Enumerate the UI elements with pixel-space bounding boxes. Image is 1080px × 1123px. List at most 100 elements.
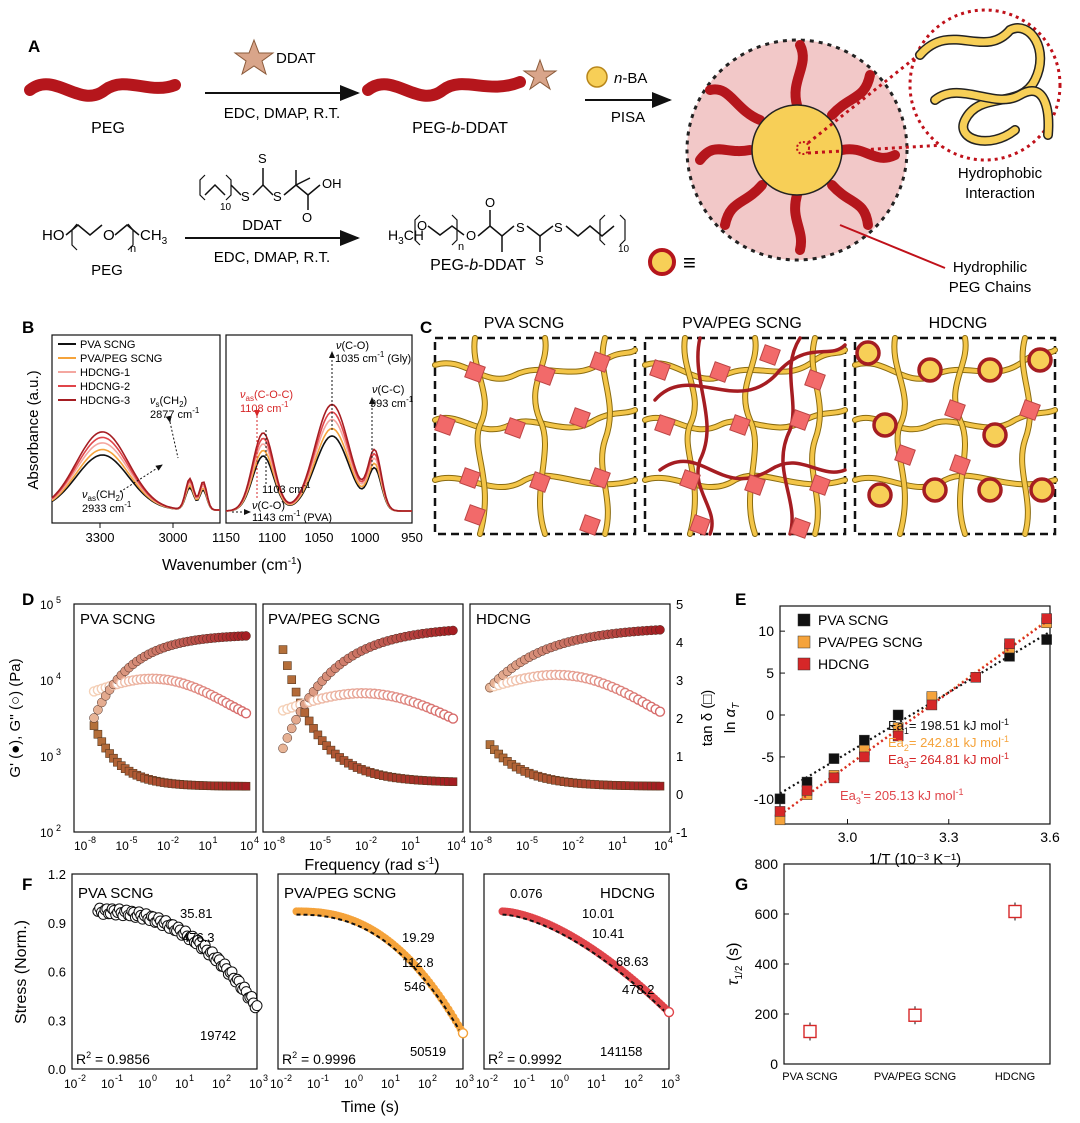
peg-b-ddat-h3c: H3CH	[388, 227, 424, 247]
rheo-xtick-1-3: 10	[401, 839, 415, 853]
pvapeg-crosslink-9	[809, 474, 831, 496]
relax-num-2-0: 19.29	[402, 930, 435, 945]
arr-ea-sub-2: 3	[904, 760, 909, 770]
n-ba-monomer-icon	[586, 66, 608, 88]
relax-xtick-exp-2-0: -2	[490, 1073, 498, 1083]
panel-f: F PVA SCNG PVA/PEG SCNG HDCNG 1.2 0.9 0.6 0…	[13, 867, 680, 1116]
rheo-tand-2-0	[485, 740, 495, 749]
ann-vs-text: (CH	[160, 395, 180, 407]
rheo-gp-0-1	[93, 705, 103, 715]
halflife-point-0	[803, 1024, 817, 1039]
pvapeg-chain-2	[643, 473, 847, 490]
rheo-tand-1-3	[291, 687, 301, 697]
relax-xtick-1-4: 10	[418, 1077, 432, 1091]
panel-label-b: B	[22, 318, 34, 337]
relax-data	[92, 902, 675, 1039]
network-title-pva-peg: PVA/PEG SCNG	[682, 315, 802, 332]
ftir-left-frame	[51, 334, 221, 524]
relax-num-1-2: 19742	[200, 1028, 236, 1043]
panel-g: G 800 600 400 200 0 PVA SCNG PVA/PEG SCNG HDCNG…	[725, 856, 1051, 1083]
rheo-xtick-exp-0-1: -5	[130, 835, 138, 845]
hdcng-micelle-8	[1029, 477, 1055, 503]
ftir-right-curves	[225, 403, 412, 512]
arr-point-0-8	[1041, 634, 1052, 645]
relax-r2-3: R2 = 0.9992	[488, 1050, 562, 1067]
pvapeg-crosslink-6	[789, 409, 811, 431]
ann-coc: νas(C-O-C)	[240, 389, 293, 403]
arr-xtick-0: 3.0	[838, 829, 858, 845]
rheo-tand-1-2	[287, 675, 297, 684]
pvapeg-red-chain-2	[696, 336, 714, 536]
pva-crosslink-6	[459, 467, 481, 489]
pva-crosslink-2	[589, 351, 611, 373]
rheo-xtick-1-2: 10	[355, 839, 369, 853]
relax-num-3-1: 10.01	[582, 906, 615, 921]
hdcng-micelle-7	[977, 477, 1003, 503]
ann-cc: ν(C-C)	[372, 384, 404, 396]
rheo-xtick-exp-2-1: -5	[530, 835, 538, 845]
rheo-xtick-exp-0-3: 1	[213, 835, 218, 845]
relax-xtick-2-4: 10	[624, 1077, 638, 1091]
rheo-ytick-left-1: 10	[40, 674, 54, 688]
relax-xtick-exp-0-5: 3	[263, 1073, 268, 1083]
relax-xtick-exp-0-4: 2	[226, 1073, 231, 1083]
relax-ytick-3: 0.3	[48, 1013, 66, 1028]
relax-xtick-2-2: 10	[550, 1077, 564, 1091]
peg-ch3: CH3	[140, 227, 168, 247]
peg-chain-1	[24, 78, 181, 102]
arr-point-2-0	[774, 806, 786, 817]
arr-point-2-5	[926, 699, 938, 711]
rheo-gp-0-0	[89, 713, 99, 723]
halflife-xtick-0: PVA SCNG	[782, 1071, 837, 1083]
ddat-s2: S	[273, 189, 282, 204]
peg-o: O	[103, 227, 115, 244]
peg-b-italic-2: b	[469, 257, 478, 274]
relax-xtick-2-5: 10	[661, 1077, 675, 1091]
rheo-ytick-left-exp-2: 3	[56, 747, 61, 757]
arr-legend-label-1: PVA/PEG SCNG	[818, 634, 923, 650]
ann-1143-end: (PVA)	[301, 512, 333, 524]
pva-crosslink-4	[504, 417, 526, 439]
rheo-tand-1-8	[313, 730, 323, 740]
arr-point-2-8	[1041, 613, 1052, 624]
relax-xtick-0-4: 10	[212, 1077, 226, 1091]
hdcng-crosslink-1	[1019, 399, 1041, 421]
panel-a: A PEG DDAT EDC, DMAP, R.T. PEG-b-DDAT n-…	[24, 8, 1062, 296]
pva-crosslink-0	[464, 361, 486, 383]
ftir-legend-label-2: HDCNG-1	[80, 367, 130, 379]
relax-num-2-2: 546	[404, 979, 426, 994]
halflife-ylabel: τ1/2 (s)	[725, 943, 745, 986]
relax-xtick-exp-2-2: 0	[564, 1073, 569, 1083]
ann-2877-text: 2877 cm	[150, 409, 192, 421]
ftir-right-frame	[225, 334, 413, 524]
rheo-gpp-2-39	[654, 706, 666, 717]
rheo-xtick-1-0: 10	[263, 839, 277, 853]
halflife-frame	[783, 863, 1051, 1065]
relax-xtick-exp-0-1: -1	[115, 1073, 123, 1083]
ftir-legend-label-3: HDCNG-2	[80, 381, 130, 393]
relax-frame-1	[71, 873, 258, 1070]
equiv-symbol: ≡	[683, 250, 696, 275]
peg-label-1: PEG	[91, 120, 125, 137]
rheo-gp-1-1	[282, 733, 293, 743]
arr-ea-sub-3: 3	[856, 796, 861, 806]
network-hdcng	[852, 335, 1058, 537]
pvapeg-crosslink-2	[759, 344, 781, 366]
ann-1035-end: (Gly)	[384, 353, 411, 365]
ann-vas: νas(CH2)	[82, 489, 124, 503]
pvapeg-crosslink-7	[679, 469, 701, 491]
relax-xtick-0-3: 10	[175, 1077, 189, 1091]
ann-1108: 1108 cm-1	[240, 400, 289, 415]
ann-1108-text: 1108 cm	[240, 403, 281, 415]
rheo-ytick-right-1: 4	[676, 635, 683, 650]
rheo-xtick-0-1: 10	[116, 839, 130, 853]
arr-ytick-1: 5	[766, 665, 774, 681]
hydrophilic-label-1: Hydrophilic	[953, 259, 1028, 276]
relax-frame-2	[277, 873, 464, 1070]
arr-ea-3: Ea3'= 205.13 kJ mol-1	[840, 787, 964, 806]
hydrophobic-label-1: Hydrophobic	[958, 165, 1043, 182]
rheo-xtick-2-2: 10	[562, 839, 576, 853]
panel-label-e: E	[735, 590, 746, 609]
